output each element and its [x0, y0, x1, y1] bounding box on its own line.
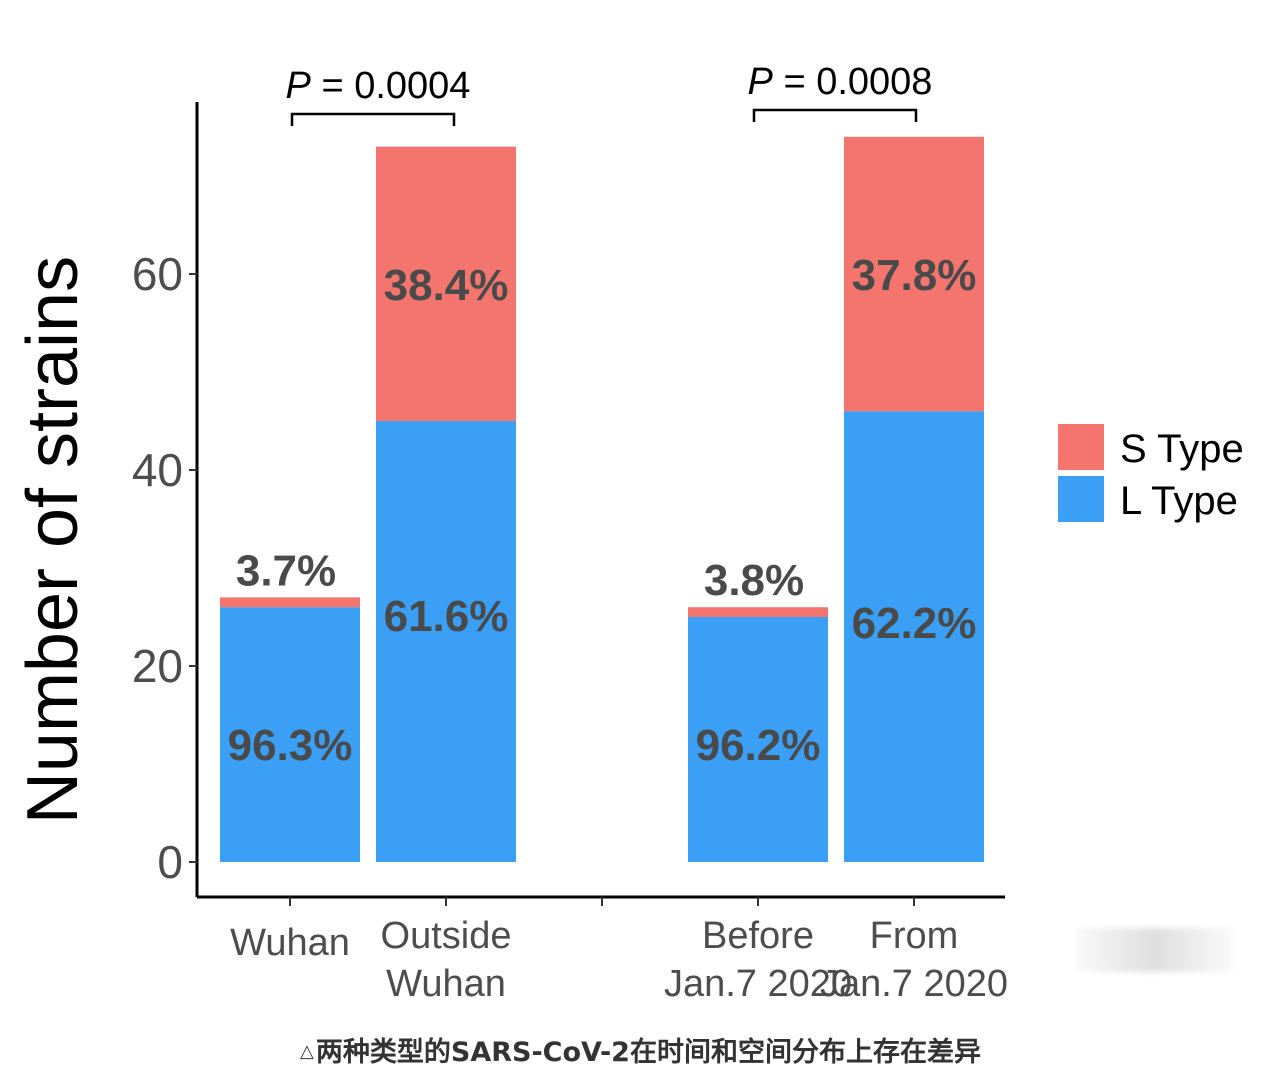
- bar-s-type: [688, 607, 828, 617]
- bar-s-type: [376, 146, 516, 421]
- bar-label-s-type: 3.7%: [236, 546, 336, 595]
- caption-text: 两种类型的SARS-CoV-2在时间和空间分布上存在差异: [315, 1037, 981, 1068]
- bar-label-l-type: 96.3%: [228, 721, 353, 770]
- y-tick-label: 20: [132, 640, 183, 692]
- stacked-bar-chart: 0 20 40 60 Number of strains 96.3% 3.7% Wuhan 61…: [13, 61, 1244, 1005]
- legend-swatch: [1058, 476, 1104, 522]
- significance-bracket: [290, 112, 456, 126]
- x-tick-label: Jan.7 2020: [820, 963, 1008, 1005]
- bar-s-type: [220, 597, 360, 608]
- bar-l-type: [376, 421, 516, 862]
- y-tick-label: 60: [132, 248, 183, 300]
- p-value-label: P = 0.0004: [286, 65, 471, 107]
- significance-bracket: [752, 108, 918, 122]
- figure-caption: △两种类型的SARS-CoV-2在时间和空间分布上存在差异: [0, 1030, 1281, 1069]
- bar-l-type: [844, 411, 984, 862]
- x-tick-label: Jan.7 2020: [664, 963, 852, 1005]
- y-axis-title: Number of strains: [13, 256, 93, 824]
- bar-l-type: [220, 607, 360, 862]
- bar-s-type: [844, 136, 984, 412]
- legend-label: S Type: [1120, 427, 1244, 471]
- x-tick-label: Before: [702, 915, 814, 957]
- bar-label-s-type: 38.4%: [384, 261, 509, 310]
- y-tick-label: 40: [132, 444, 183, 496]
- watermark: [1075, 928, 1233, 972]
- x-tick-label: Outside: [381, 915, 512, 957]
- x-tick-label: From: [870, 915, 959, 957]
- bar-label-l-type: 96.2%: [696, 721, 821, 770]
- p-value-label: P = 0.0008: [748, 61, 933, 103]
- bar-l-type: [688, 617, 828, 862]
- bar-label-s-type: 37.8%: [852, 251, 977, 300]
- y-tick-label: 0: [157, 836, 183, 888]
- legend-swatch: [1058, 424, 1104, 470]
- bar-label-l-type: 61.6%: [384, 592, 509, 641]
- bar-label-s-type: 3.8%: [704, 556, 804, 605]
- caption-marker: △: [300, 1041, 314, 1062]
- legend-label: L Type: [1120, 479, 1238, 523]
- bar-label-l-type: 62.2%: [852, 599, 977, 648]
- x-tick-label: Wuhan: [386, 963, 506, 1005]
- x-tick-label: Wuhan: [230, 922, 350, 964]
